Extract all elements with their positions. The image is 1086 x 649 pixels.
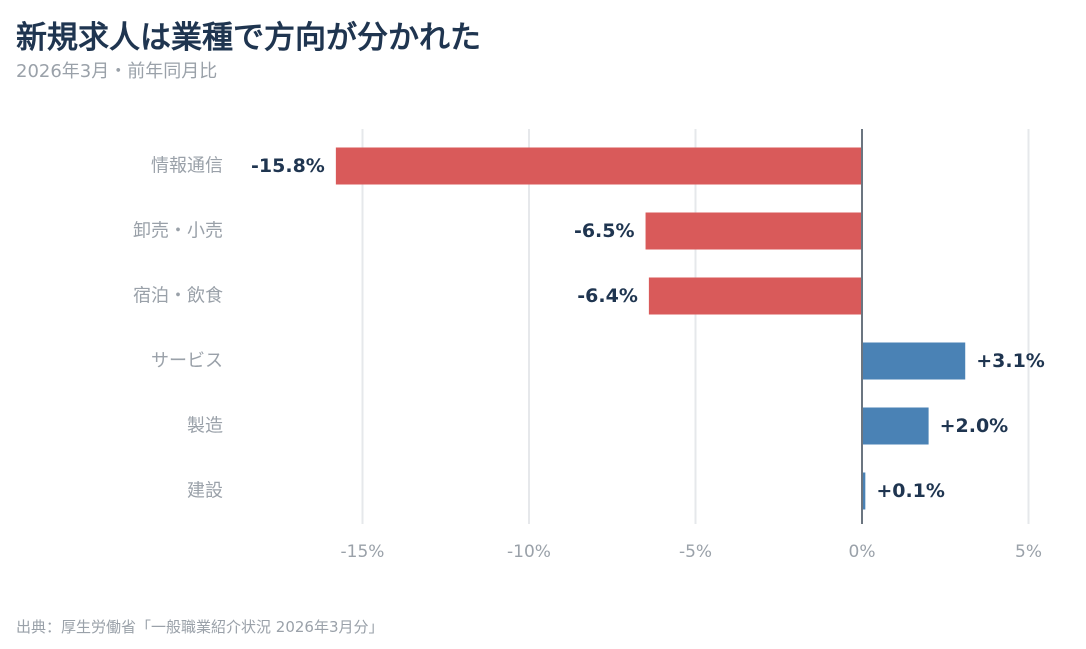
bar — [335, 147, 862, 185]
category-label: 建設 — [187, 481, 223, 502]
value-label: -15.8% — [251, 155, 325, 177]
value-labels: -15.8% -6.5% -6.4% +3.1% +2.0% +0.1% — [251, 155, 1045, 502]
bar — [648, 277, 862, 315]
bars — [335, 147, 966, 510]
bar — [862, 342, 966, 380]
bar — [862, 407, 929, 445]
bar — [645, 212, 862, 250]
value-label: -6.5% — [574, 220, 635, 242]
category-label: 宿泊・飲食 — [133, 286, 223, 307]
value-label: +0.1% — [876, 480, 945, 502]
chart-title: 新規求人は業種で方向が分かれた — [16, 20, 481, 56]
bar — [862, 472, 866, 510]
x-tick-label: -15% — [341, 542, 385, 562]
category-label: サービス — [151, 351, 223, 372]
category-label: 情報通信 — [151, 156, 223, 177]
chart-subtitle: 2026年3月・前年同月比 — [16, 61, 218, 82]
value-label: -6.4% — [577, 285, 638, 307]
x-tick-label: -10% — [507, 542, 551, 562]
grid-lines — [361, 129, 1030, 524]
category-label: 製造 — [187, 416, 223, 437]
x-tick-labels: -15% -10% -5% 0% 5% — [341, 542, 1042, 562]
source-note: 出典：厚生労働省「一般職業紹介状況 2026年3月分」 — [16, 618, 384, 636]
x-tick-label: 5% — [1015, 542, 1042, 562]
category-label: 卸売・小売 — [133, 221, 223, 242]
x-tick-label: 0% — [849, 542, 876, 562]
value-label: +2.0% — [940, 415, 1009, 437]
x-tick-label: -5% — [679, 542, 712, 562]
value-label: +3.1% — [976, 350, 1045, 372]
